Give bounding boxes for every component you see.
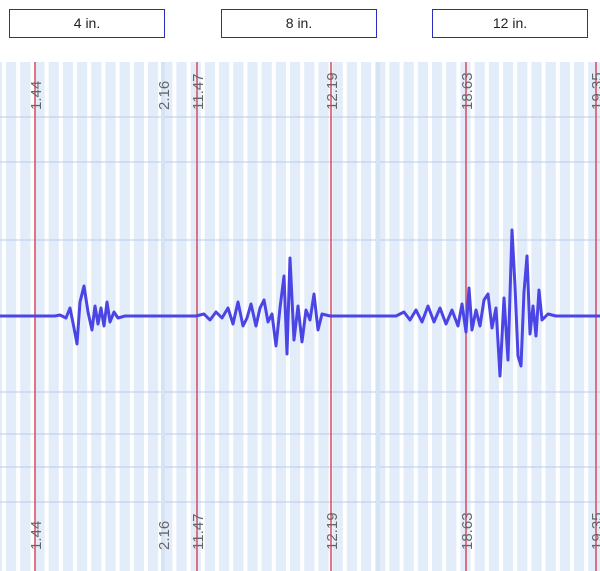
seismic-trace bbox=[0, 228, 600, 378]
seismograph-panel: 1.44 1.44 2.16 2.16 11.47 11.47 12.19 12.19 18.6… bbox=[0, 62, 600, 571]
marker-label: 11.47 bbox=[190, 514, 207, 550]
marker-label: 11.47 bbox=[190, 74, 207, 110]
marker-label: 1.44 bbox=[28, 81, 45, 110]
marker-label: 12.19 bbox=[324, 72, 341, 110]
marker-label: 12.19 bbox=[324, 512, 341, 550]
marker-label: 18.63 bbox=[459, 72, 476, 110]
marker-label: 19.35 bbox=[589, 72, 600, 110]
marker-label: 2.16 bbox=[156, 521, 173, 550]
marker-label: 1.44 bbox=[28, 521, 45, 550]
header-bar: 4 in. 8 in. 12 in. bbox=[0, 0, 600, 62]
marker-label: 18.63 bbox=[459, 512, 476, 550]
marker-label: 2.16 bbox=[156, 81, 173, 110]
tab-4-inch[interactable]: 4 in. bbox=[9, 9, 165, 38]
marker-labels: 1.44 1.44 2.16 2.16 11.47 11.47 12.19 12.19 18.6… bbox=[28, 72, 600, 550]
tab-8-inch[interactable]: 8 in. bbox=[221, 9, 377, 38]
marker-label: 19.35 bbox=[589, 512, 600, 550]
tab-12-inch[interactable]: 12 in. bbox=[432, 9, 588, 38]
